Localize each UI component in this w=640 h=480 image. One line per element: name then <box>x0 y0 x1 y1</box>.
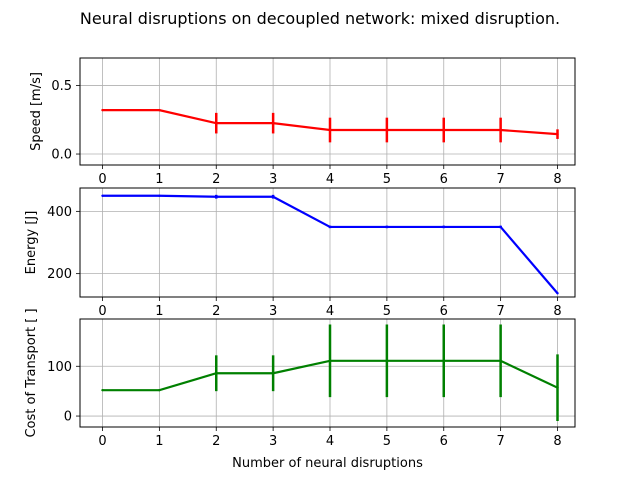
panel-energy-point <box>271 195 275 198</box>
panel-cot-point <box>328 359 332 363</box>
panel-cot-xtick-label: 3 <box>269 434 277 449</box>
panel-speed-xtick-label: 4 <box>326 172 334 187</box>
panel-speed-xtick-label: 5 <box>383 172 391 187</box>
panel-energy-xtick-label: 6 <box>440 304 448 319</box>
panel-speed-point <box>499 128 502 132</box>
panel-energy-xtick-label: 4 <box>326 304 334 319</box>
panel-speed-xtick-label: 7 <box>496 172 504 187</box>
panel-cot-xtick-label: 0 <box>98 434 106 449</box>
panel-speed-xtick-label: 0 <box>98 172 106 187</box>
panel-cot-xtick-label: 2 <box>212 434 220 449</box>
panel-cot-frame <box>79 318 576 428</box>
panel-energy-xtick-label: 3 <box>269 304 277 319</box>
panel-speed-point <box>101 108 104 112</box>
panel-energy-ylabel: Energy [J] <box>24 211 39 275</box>
panel-cot-xtick-label: 6 <box>440 434 448 449</box>
panel-energy-point <box>328 225 332 229</box>
panel-cot-point <box>442 359 445 363</box>
panel-speed-point <box>442 128 445 132</box>
panel-speed-xtick-label: 8 <box>553 172 561 187</box>
panel-speed-xtick-label: 6 <box>440 172 448 187</box>
panel-energy-xtick-label: 2 <box>212 304 220 319</box>
panel-speed-point <box>158 108 161 112</box>
panel-speed-point <box>556 132 559 136</box>
panel-energy-point <box>556 292 559 295</box>
panel-speed-point <box>215 121 218 125</box>
panel-speed-xtick-label: 1 <box>155 172 163 187</box>
panel-energy-point <box>158 194 161 197</box>
panel-speed-point <box>385 128 389 132</box>
panel-speed-xtick-label: 3 <box>269 172 277 187</box>
panel-energy-point <box>499 225 502 229</box>
panel-cot-point <box>385 359 389 363</box>
panel-cot-ytick-label: 0 <box>64 410 72 425</box>
panel-energy-ytick-label: 400 <box>47 205 72 220</box>
x-axis-label: Number of neural disruptions <box>232 456 423 471</box>
panel-cot-xtick-label: 1 <box>155 434 163 449</box>
panel-speed-ylabel: Speed [m/s] <box>29 72 44 151</box>
panel-cot-point <box>101 388 104 392</box>
panel-energy-frame <box>79 187 576 298</box>
panel-speed: 0 1 2 3 4 5 6 7 8 0.0 0.5 Speed [m/s] <box>29 57 576 187</box>
panel-cot-point <box>499 359 502 363</box>
panel-energy-xtick-label: 1 <box>155 304 163 319</box>
panel-energy-xtick-label: 7 <box>496 304 504 319</box>
panel-speed-ytick-label: 0.0 <box>51 148 72 163</box>
panel-speed-xtick-label: 2 <box>212 172 220 187</box>
panel-energy-xtick-label: 0 <box>98 304 106 319</box>
panel-cot-point <box>271 372 275 375</box>
panel-energy-point <box>215 195 218 198</box>
panel-energy-xtick-label: 8 <box>553 304 561 319</box>
panel-cot-point <box>158 388 161 392</box>
panel-cot-point <box>215 372 218 375</box>
panel-cot-xtick-label: 4 <box>326 434 334 449</box>
panel-cot: 0 1 2 3 4 5 6 7 8 0 100 Cost of Transport [ ] <box>24 308 576 449</box>
panel-cot-xtick-label: 7 <box>496 434 504 449</box>
panel-energy-point <box>101 194 104 197</box>
panel-cot-ylabel: Cost of Transport [ ] <box>24 308 39 437</box>
panel-cot-point <box>556 386 559 389</box>
panel-cot-xtick-label: 5 <box>383 434 391 449</box>
panel-speed-point <box>271 121 275 125</box>
panel-energy-ytick-label: 200 <box>47 267 72 282</box>
panel-cot-ytick-label: 100 <box>47 360 72 375</box>
panel-speed-frame <box>79 57 576 166</box>
panel-speed-point <box>328 128 332 132</box>
panel-speed-ytick-label: 0.5 <box>51 79 72 94</box>
panel-energy: 0 1 2 3 4 5 6 7 8 200 400 Energy [J] <box>24 187 576 319</box>
panel-energy-point <box>385 225 389 229</box>
panel-cot-xtick-label: 8 <box>553 434 561 449</box>
chart-title: Neural disruptions on decoupled network:… <box>80 9 560 28</box>
panel-energy-xtick-label: 5 <box>383 304 391 319</box>
panel-energy-point <box>442 225 445 229</box>
